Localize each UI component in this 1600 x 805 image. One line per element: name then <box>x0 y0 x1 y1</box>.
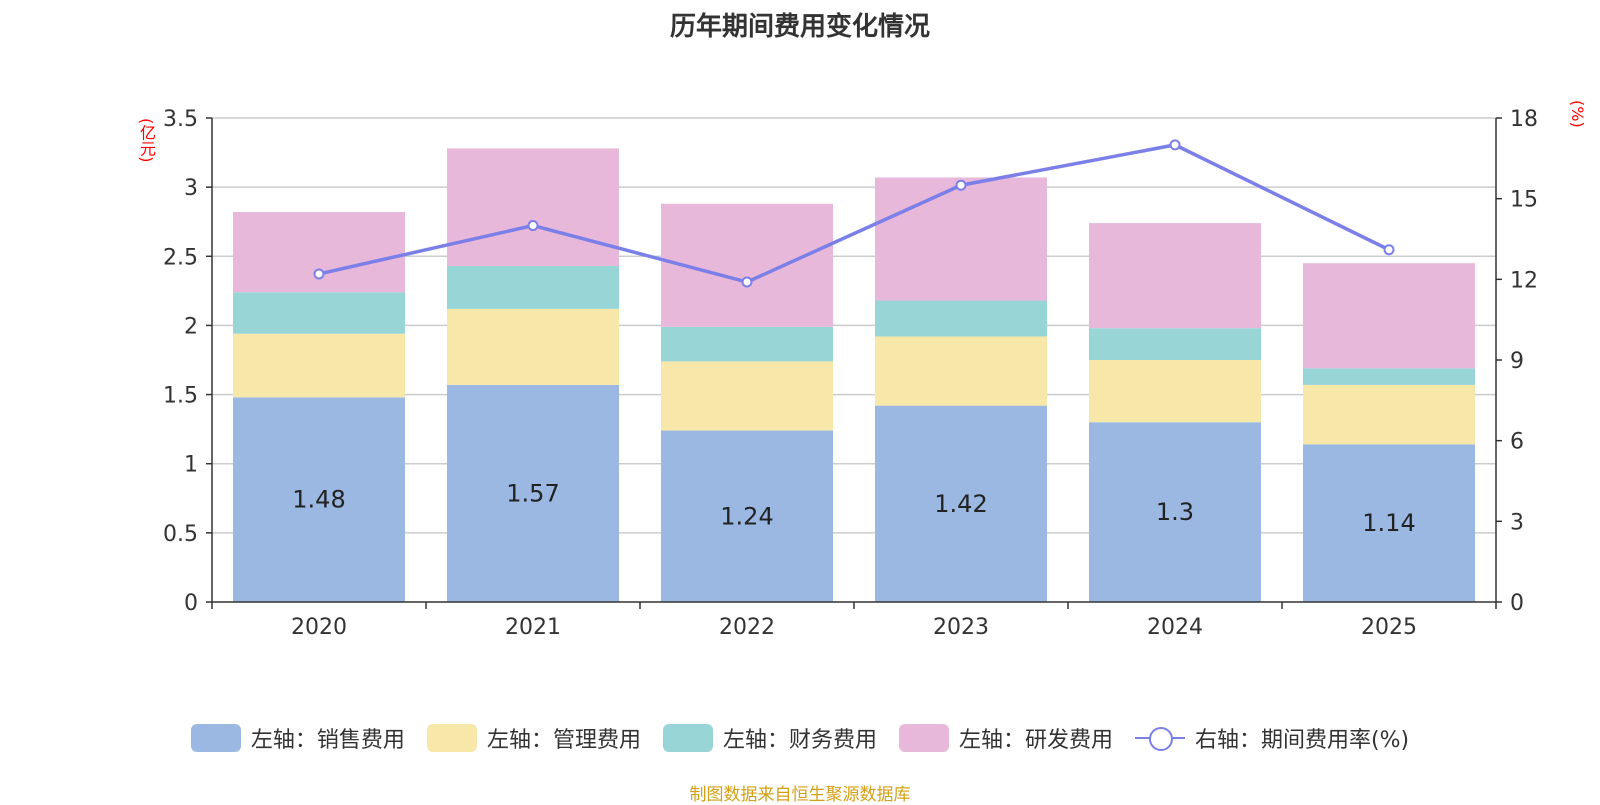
bar-segment-2 <box>875 300 1047 337</box>
right-axis-tick-label: 6 <box>1510 430 1524 455</box>
right-axis-tick-label: 3 <box>1510 510 1524 535</box>
legend-label-rate: 右轴：期间费用率(%) <box>1194 728 1410 753</box>
chart-title: 历年期间费用变化情况 <box>669 12 930 42</box>
left-axis-tick-label: 3.5 <box>163 107 198 132</box>
left-axis-tick-label: 2.5 <box>163 245 198 270</box>
legend-item-admin[interactable]: 左轴：管理费用 <box>426 722 641 754</box>
bar-segment-2 <box>1303 368 1475 385</box>
legend-label-admin: 左轴：管理费用 <box>486 728 641 753</box>
bar-data-label: 1.42 <box>934 490 987 518</box>
rate-point <box>527 220 539 232</box>
x-axis-tick-label: 2021 <box>505 615 561 640</box>
left-axis-tick-label: 1.5 <box>163 384 198 409</box>
bar-segment-1 <box>875 336 1047 406</box>
bar-segment-1 <box>661 361 833 431</box>
bar-segment-2 <box>233 292 405 334</box>
bar-data-label: 1.14 <box>1362 509 1415 537</box>
bar-segment-3 <box>875 177 1047 301</box>
legend-swatch-sales <box>190 724 241 752</box>
bar-segment-0 <box>233 397 405 602</box>
bar-segment-2 <box>1089 328 1261 360</box>
rate-point <box>741 276 753 288</box>
legend-label-sales: 左轴：销售费用 <box>250 728 405 753</box>
rate-point <box>955 179 967 191</box>
legend-label-rnd: 左轴：研发费用 <box>958 728 1113 753</box>
bar-segment-0 <box>1303 444 1475 602</box>
bar-data-label: 1.48 <box>292 486 345 514</box>
rate-point <box>313 268 325 280</box>
right-axis-tick-label: 15 <box>1510 188 1538 213</box>
x-axis-tick-label: 2025 <box>1361 615 1417 640</box>
bar-segment-3 <box>447 148 619 266</box>
left-axis-tick-label: 1 <box>184 453 198 478</box>
bar-data-label: 1.24 <box>720 502 773 530</box>
rate-point <box>1169 139 1181 151</box>
right-axis-unit: (%) <box>1568 100 1587 128</box>
bar-data-label: 1.57 <box>506 479 559 507</box>
legend-item-finance[interactable]: 左轴：财务费用 <box>662 722 877 754</box>
left-axis-tick-label: 3 <box>184 176 198 201</box>
bar-segment-3 <box>1089 223 1261 329</box>
x-axis-tick-label: 2023 <box>933 615 989 640</box>
right-axis-tick-label: 12 <box>1510 268 1538 293</box>
legend-swatch-rate <box>1134 724 1185 752</box>
right-axis-tick-label: 0 <box>1510 591 1524 616</box>
left-axis-tick-label: 0 <box>184 591 198 616</box>
bar-segment-1 <box>1303 384 1475 445</box>
bar-segment-1 <box>447 308 619 385</box>
legend-swatch-admin <box>426 724 477 752</box>
bar-segment-0 <box>447 384 619 602</box>
left-axis-unit: (亿元) <box>137 118 156 163</box>
legend-swatch-rnd <box>898 724 949 752</box>
x-axis-tick-label: 2020 <box>291 615 347 640</box>
left-axis-tick-label: 0.5 <box>163 522 198 547</box>
bar-segment-0 <box>1089 422 1261 602</box>
left-axis-tick-label: 2 <box>184 314 198 339</box>
bar-segment-1 <box>1089 360 1261 423</box>
right-axis-tick-label: 9 <box>1510 349 1524 374</box>
bar-segment-0 <box>875 405 1047 602</box>
legend-item-sales[interactable]: 左轴：销售费用 <box>190 722 405 754</box>
rate-line <box>318 143 1390 284</box>
bar-segment-3 <box>1303 263 1475 369</box>
bar-segment-2 <box>447 265 619 309</box>
legend-label-finance: 左轴：财务费用 <box>722 728 877 753</box>
legend-item-rnd[interactable]: 左轴：研发费用 <box>898 722 1113 754</box>
x-axis-tick-label: 2022 <box>719 615 775 640</box>
source-note: 制图数据来自恒生聚源数据库 <box>689 785 911 805</box>
bar-segment-1 <box>233 333 405 398</box>
legend: 左轴：销售费用 左轴：管理费用 左轴：财务费用 左轴：研发费用 右轴：期间费用率… <box>0 722 1600 754</box>
bar-segment-2 <box>661 326 833 362</box>
right-axis-tick-label: 18 <box>1510 107 1538 132</box>
bar-segment-0 <box>661 430 833 602</box>
bar-data-label: 1.3 <box>1156 498 1194 526</box>
legend-item-rate[interactable]: 右轴：期间费用率(%) <box>1134 722 1410 754</box>
bar-segment-3 <box>233 212 405 293</box>
rate-point <box>1383 244 1395 256</box>
x-axis-tick-label: 2024 <box>1147 615 1203 640</box>
legend-swatch-finance <box>662 724 713 752</box>
